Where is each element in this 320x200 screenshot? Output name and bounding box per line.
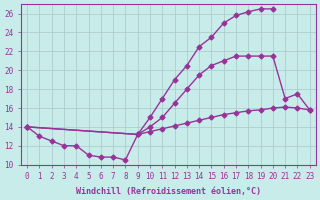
X-axis label: Windchill (Refroidissement éolien,°C): Windchill (Refroidissement éolien,°C): [76, 187, 261, 196]
